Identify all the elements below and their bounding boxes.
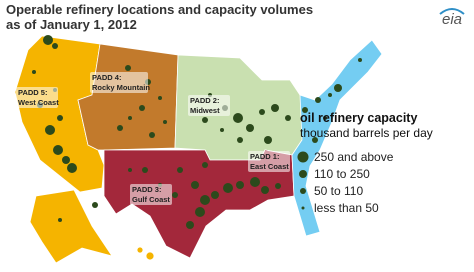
refinery-dot [250, 177, 260, 187]
logo-arc [439, 8, 465, 15]
legend-symbol [300, 188, 306, 194]
region-label: Rocky Mountain [92, 83, 150, 92]
refinery-dot [275, 183, 281, 189]
legend-symbol [299, 170, 307, 178]
region-labels: PADD 5:West Coast PADD 4:Rocky Mountain PA… [16, 72, 290, 205]
refinery-dot [177, 167, 183, 173]
legend-symbol [301, 206, 305, 210]
refinery-dot [246, 124, 254, 132]
refinery-dot [57, 115, 63, 121]
refinery-dot [233, 113, 243, 123]
label-box [90, 72, 148, 93]
region-label: PADD 5: [18, 88, 47, 97]
refinery-dot [264, 136, 272, 144]
title: Operable refinery locations and capacity… [6, 2, 313, 17]
hawaii [145, 251, 155, 261]
alaska [29, 189, 113, 264]
refinery-dot [302, 107, 308, 113]
region-label: PADD 4: [92, 73, 121, 82]
refinery-dot [186, 221, 194, 229]
region-label: West Coast [18, 98, 59, 107]
title: as of January 1, 2012 [6, 17, 137, 32]
refinery-dot [163, 120, 167, 124]
refinery-dot [334, 84, 342, 92]
label-box [248, 151, 290, 172]
legend-label: 110 to 250 [314, 167, 370, 181]
legend-symbol [297, 151, 309, 163]
refinery-dot [92, 202, 98, 208]
refinery-dot [191, 181, 199, 189]
refinery-dot [128, 116, 132, 120]
refinery-dot [43, 35, 53, 45]
region-label: Midwest [190, 106, 220, 115]
label-box [130, 184, 172, 205]
refinery-dot [312, 137, 318, 143]
label-box [188, 95, 230, 116]
refinery-dot [237, 137, 243, 143]
legend-subtitle: thousand barrels per day [300, 126, 433, 140]
refinery-dot [328, 93, 332, 97]
legend-label: 50 to 110 [314, 184, 363, 198]
refinery-dot [45, 125, 55, 135]
refinery-dot [223, 183, 233, 193]
refinery-dot [236, 181, 244, 189]
refinery-dot [202, 117, 208, 123]
region-label: Gulf Coast [132, 195, 170, 204]
legend-label: 250 and above [314, 150, 394, 164]
region-label: PADD 1: [250, 152, 279, 161]
refinery-dot [172, 192, 178, 198]
refinery-dot [323, 116, 327, 120]
refinery-dot [271, 104, 279, 112]
label-box [16, 87, 58, 108]
refinery-dot [139, 105, 145, 111]
hawaii [136, 246, 144, 254]
refinery-dot [195, 207, 205, 217]
refinery-dot [202, 162, 208, 168]
refinery-dot [149, 132, 155, 138]
refinery-dot [285, 115, 291, 121]
refinery-dot [142, 167, 148, 173]
refinery-dot [58, 218, 62, 222]
padd1 [291, 39, 383, 237]
refinery-dot [62, 156, 70, 164]
refinery-dot [125, 65, 131, 71]
refineries [32, 35, 362, 229]
refinery-dot [259, 109, 265, 115]
refinery-dot [200, 195, 210, 205]
refinery-dot [52, 43, 58, 49]
refinery-dot [211, 191, 219, 199]
refinery-dot [32, 70, 36, 74]
region-label: PADD 2: [190, 96, 219, 105]
refinery-dot [358, 58, 362, 62]
legend-label: less than 50 [314, 201, 379, 215]
legend-title: oil refinery capacity [300, 111, 417, 125]
refinery-dot [261, 186, 269, 194]
region-label: East Coast [250, 162, 289, 171]
refinery-dot [220, 128, 224, 132]
region-label: PADD 3: [132, 185, 161, 194]
refinery-dot [67, 163, 77, 173]
refinery-dot [117, 125, 123, 131]
refinery-dot [315, 97, 321, 103]
refinery-dot [53, 145, 63, 155]
refinery-dot [128, 168, 132, 172]
regions [14, 35, 383, 264]
logo: eia [442, 11, 462, 28]
refinery-dot [158, 96, 162, 100]
legend: oil refinery capacity thousand barrels p… [297, 111, 433, 215]
